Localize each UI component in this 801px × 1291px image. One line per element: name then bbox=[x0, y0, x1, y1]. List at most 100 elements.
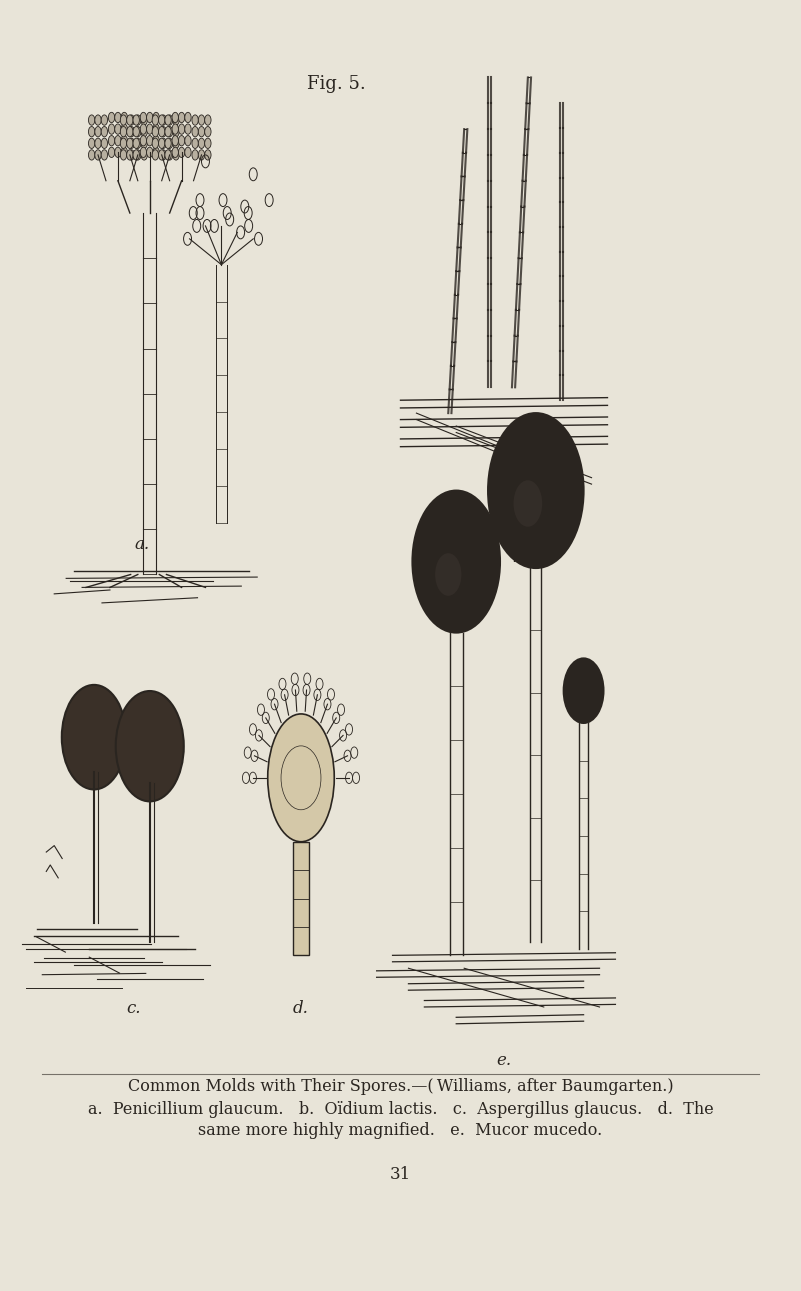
Circle shape bbox=[135, 127, 141, 137]
Circle shape bbox=[192, 127, 199, 137]
Circle shape bbox=[133, 115, 139, 125]
Circle shape bbox=[165, 150, 171, 160]
Circle shape bbox=[108, 136, 115, 146]
Circle shape bbox=[199, 150, 205, 160]
Circle shape bbox=[488, 413, 584, 568]
Circle shape bbox=[128, 138, 135, 148]
Circle shape bbox=[120, 150, 127, 160]
Circle shape bbox=[140, 147, 147, 158]
Circle shape bbox=[564, 658, 603, 723]
Circle shape bbox=[121, 112, 127, 123]
Circle shape bbox=[140, 124, 147, 134]
Circle shape bbox=[140, 112, 147, 123]
Circle shape bbox=[88, 127, 95, 137]
Circle shape bbox=[95, 127, 101, 137]
Circle shape bbox=[172, 147, 179, 158]
Circle shape bbox=[167, 127, 173, 137]
Circle shape bbox=[147, 147, 153, 158]
Circle shape bbox=[179, 112, 185, 123]
Circle shape bbox=[147, 124, 153, 134]
Circle shape bbox=[88, 138, 95, 148]
Circle shape bbox=[413, 491, 500, 633]
Circle shape bbox=[133, 150, 139, 160]
Circle shape bbox=[165, 127, 171, 137]
Circle shape bbox=[179, 136, 185, 146]
Circle shape bbox=[88, 150, 95, 160]
Circle shape bbox=[160, 150, 167, 160]
Circle shape bbox=[120, 115, 127, 125]
Circle shape bbox=[127, 138, 133, 148]
Circle shape bbox=[172, 112, 179, 123]
Text: c.: c. bbox=[127, 1001, 141, 1017]
Circle shape bbox=[128, 115, 135, 125]
Circle shape bbox=[435, 553, 461, 595]
Circle shape bbox=[115, 124, 121, 134]
Circle shape bbox=[115, 112, 121, 123]
Circle shape bbox=[127, 150, 133, 160]
Circle shape bbox=[173, 150, 179, 160]
Circle shape bbox=[199, 127, 205, 137]
Text: same more highly magnified.   e.  Mucor mucedo.: same more highly magnified. e. Mucor muc… bbox=[199, 1122, 602, 1139]
Circle shape bbox=[153, 112, 159, 123]
Circle shape bbox=[135, 138, 141, 148]
Circle shape bbox=[152, 115, 159, 125]
Circle shape bbox=[172, 136, 179, 146]
Circle shape bbox=[153, 124, 159, 134]
Circle shape bbox=[127, 115, 133, 125]
Circle shape bbox=[160, 138, 167, 148]
Circle shape bbox=[513, 480, 542, 527]
Text: d.: d. bbox=[293, 1001, 309, 1017]
Circle shape bbox=[115, 136, 121, 146]
Circle shape bbox=[101, 150, 107, 160]
Circle shape bbox=[133, 127, 139, 137]
Circle shape bbox=[185, 124, 191, 134]
Circle shape bbox=[205, 127, 211, 137]
Circle shape bbox=[141, 127, 147, 137]
Circle shape bbox=[135, 115, 141, 125]
Circle shape bbox=[128, 150, 135, 160]
Circle shape bbox=[159, 115, 165, 125]
Circle shape bbox=[62, 684, 127, 790]
Circle shape bbox=[141, 150, 147, 160]
Text: Common Molds with Their Spores.—( Williams, after Baumgarten.): Common Molds with Their Spores.—( Willia… bbox=[127, 1078, 674, 1095]
Circle shape bbox=[205, 115, 211, 125]
Circle shape bbox=[127, 127, 133, 137]
Circle shape bbox=[95, 115, 101, 125]
Circle shape bbox=[165, 138, 171, 148]
Circle shape bbox=[147, 136, 153, 146]
Circle shape bbox=[101, 115, 107, 125]
Circle shape bbox=[205, 150, 211, 160]
Circle shape bbox=[95, 150, 101, 160]
Text: 31: 31 bbox=[390, 1166, 411, 1183]
Circle shape bbox=[179, 124, 185, 134]
Circle shape bbox=[120, 138, 127, 148]
Circle shape bbox=[101, 127, 107, 137]
Circle shape bbox=[120, 127, 127, 137]
Circle shape bbox=[121, 147, 127, 158]
Circle shape bbox=[185, 112, 191, 123]
Circle shape bbox=[121, 124, 127, 134]
Circle shape bbox=[153, 136, 159, 146]
Circle shape bbox=[152, 138, 159, 148]
Circle shape bbox=[179, 147, 185, 158]
Circle shape bbox=[199, 115, 205, 125]
Circle shape bbox=[153, 147, 159, 158]
Circle shape bbox=[159, 150, 165, 160]
Circle shape bbox=[185, 136, 191, 146]
Circle shape bbox=[205, 138, 211, 148]
Circle shape bbox=[108, 112, 115, 123]
Circle shape bbox=[152, 127, 159, 137]
Text: a.  Penicillium glaucum.   b.  Oïdium lactis.   c.  Aspergillus glaucus.   d.  T: a. Penicillium glaucum. b. Oïdium lactis… bbox=[87, 1101, 714, 1118]
Circle shape bbox=[160, 127, 167, 137]
Circle shape bbox=[95, 138, 101, 148]
Circle shape bbox=[167, 115, 173, 125]
Circle shape bbox=[192, 150, 199, 160]
Circle shape bbox=[173, 115, 179, 125]
Circle shape bbox=[121, 136, 127, 146]
Bar bbox=[293, 842, 309, 955]
Circle shape bbox=[160, 115, 167, 125]
Circle shape bbox=[141, 138, 147, 148]
Ellipse shape bbox=[268, 714, 334, 842]
Circle shape bbox=[185, 147, 191, 158]
Circle shape bbox=[199, 138, 205, 148]
